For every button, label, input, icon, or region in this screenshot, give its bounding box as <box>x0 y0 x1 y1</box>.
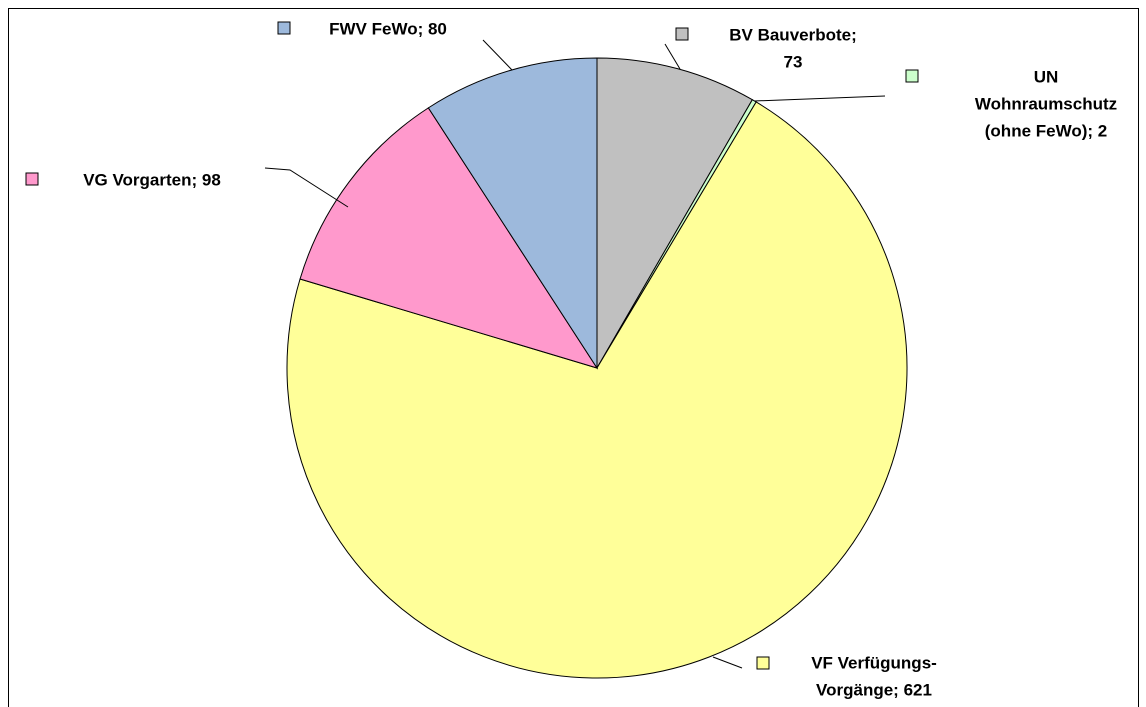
data-label: VG Vorgarten; 98 <box>83 170 221 189</box>
data-label: BV Bauverbote; <box>729 25 857 44</box>
pie-slice <box>427 57 598 370</box>
leader-line <box>664 43 681 70</box>
data-label: (ohne FeWo); 2 <box>985 121 1107 140</box>
leader-line <box>482 39 513 71</box>
leader-line <box>264 167 349 208</box>
legend-key <box>25 172 39 186</box>
leader-line <box>712 656 743 669</box>
data-label: UN <box>1034 67 1059 86</box>
leader-line <box>753 95 886 102</box>
legend-key <box>905 69 919 83</box>
pie-slice <box>596 57 754 370</box>
legend-key <box>675 27 689 41</box>
data-label: Vorgänge; 621 <box>816 680 932 699</box>
data-label: Wohnraumschutz <box>975 94 1117 113</box>
data-label: FWV FeWo; 80 <box>329 19 447 38</box>
data-label: VF Verfügungs- <box>811 653 937 672</box>
legend-key <box>277 21 291 35</box>
legend-key <box>756 656 770 670</box>
pie-slice <box>299 107 599 369</box>
data-label: 73 <box>784 52 803 71</box>
pie-slice <box>286 101 908 679</box>
